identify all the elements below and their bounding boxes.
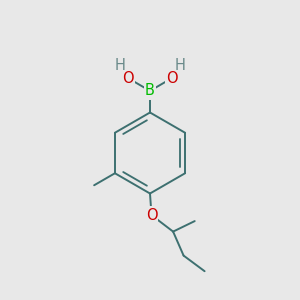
- Text: H: H: [115, 58, 125, 73]
- Text: O: O: [146, 208, 157, 223]
- Text: O: O: [166, 71, 177, 86]
- Text: B: B: [145, 83, 155, 98]
- Text: O: O: [123, 71, 134, 86]
- Text: H: H: [175, 58, 185, 73]
